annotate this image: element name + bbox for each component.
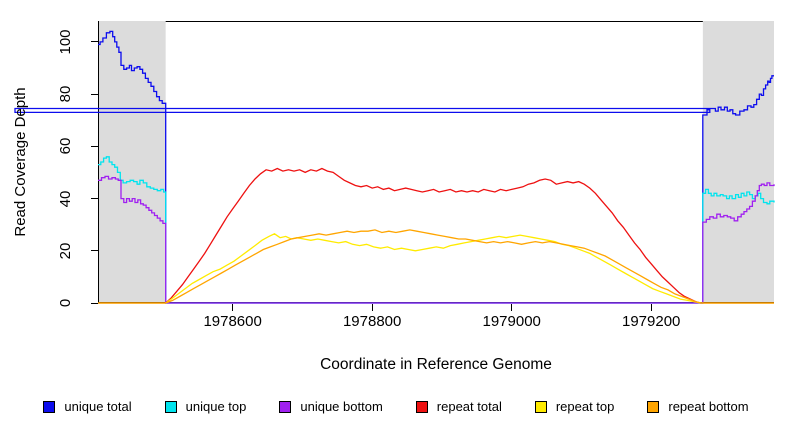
x-tick-label: 1979000 [482, 313, 541, 330]
x-tick-label: 1978600 [203, 313, 262, 330]
legend-item-repeat-bottom: repeat bottom [647, 399, 749, 414]
repeat-bottom-swatch-icon [647, 400, 660, 413]
plot-area [14, 21, 775, 304]
x-tick-mark [232, 304, 234, 311]
y-tick-mark [91, 145, 98, 147]
x-tick-mark [650, 304, 652, 311]
y-tick-mark [91, 93, 98, 95]
y-tick-label: 20 [57, 242, 74, 260]
legend-label: repeat bottom [668, 399, 749, 414]
legend: unique total unique top unique bottom re… [0, 399, 792, 414]
y-axis-title: Read Coverage Depth [12, 87, 29, 237]
y-tick-label: 60 [57, 137, 74, 155]
y-tick-mark [91, 198, 98, 200]
legend-label: unique total [64, 399, 132, 414]
y-tick-mark [91, 250, 98, 252]
legend-item-unique-bottom: unique bottom [279, 399, 383, 414]
legend-item-repeat-total: repeat total [415, 399, 502, 414]
y-tick-label: 80 [57, 85, 74, 103]
unique-top-swatch-icon [164, 400, 177, 413]
unique-total-swatch-icon [43, 400, 56, 413]
y-tick-label: 40 [57, 190, 74, 207]
legend-label: unique bottom [300, 399, 383, 414]
x-tick-label: 1978800 [342, 313, 402, 330]
x-tick-label: 1979200 [622, 313, 681, 330]
repeat-top-swatch-icon [534, 400, 547, 413]
x-tick-mark [371, 304, 373, 311]
y-tick-label: 100 [57, 29, 74, 55]
legend-item-unique-top: unique top [164, 399, 247, 414]
y-tick-label: 0 [57, 298, 74, 308]
legend-label: unique top [185, 399, 247, 414]
legend-label: repeat total [436, 399, 502, 414]
legend-item-unique-total: unique total [43, 399, 132, 414]
legend-item-repeat-top: repeat top [534, 399, 615, 414]
unique-bottom-swatch-icon [279, 400, 292, 413]
y-tick-mark [91, 302, 98, 304]
x-tick-mark [511, 304, 513, 311]
x-axis-title: Coordinate in Reference Genome [320, 356, 552, 373]
legend-label: repeat top [555, 399, 615, 414]
repeat-total-swatch-icon [415, 400, 428, 413]
y-tick-mark [91, 41, 98, 43]
